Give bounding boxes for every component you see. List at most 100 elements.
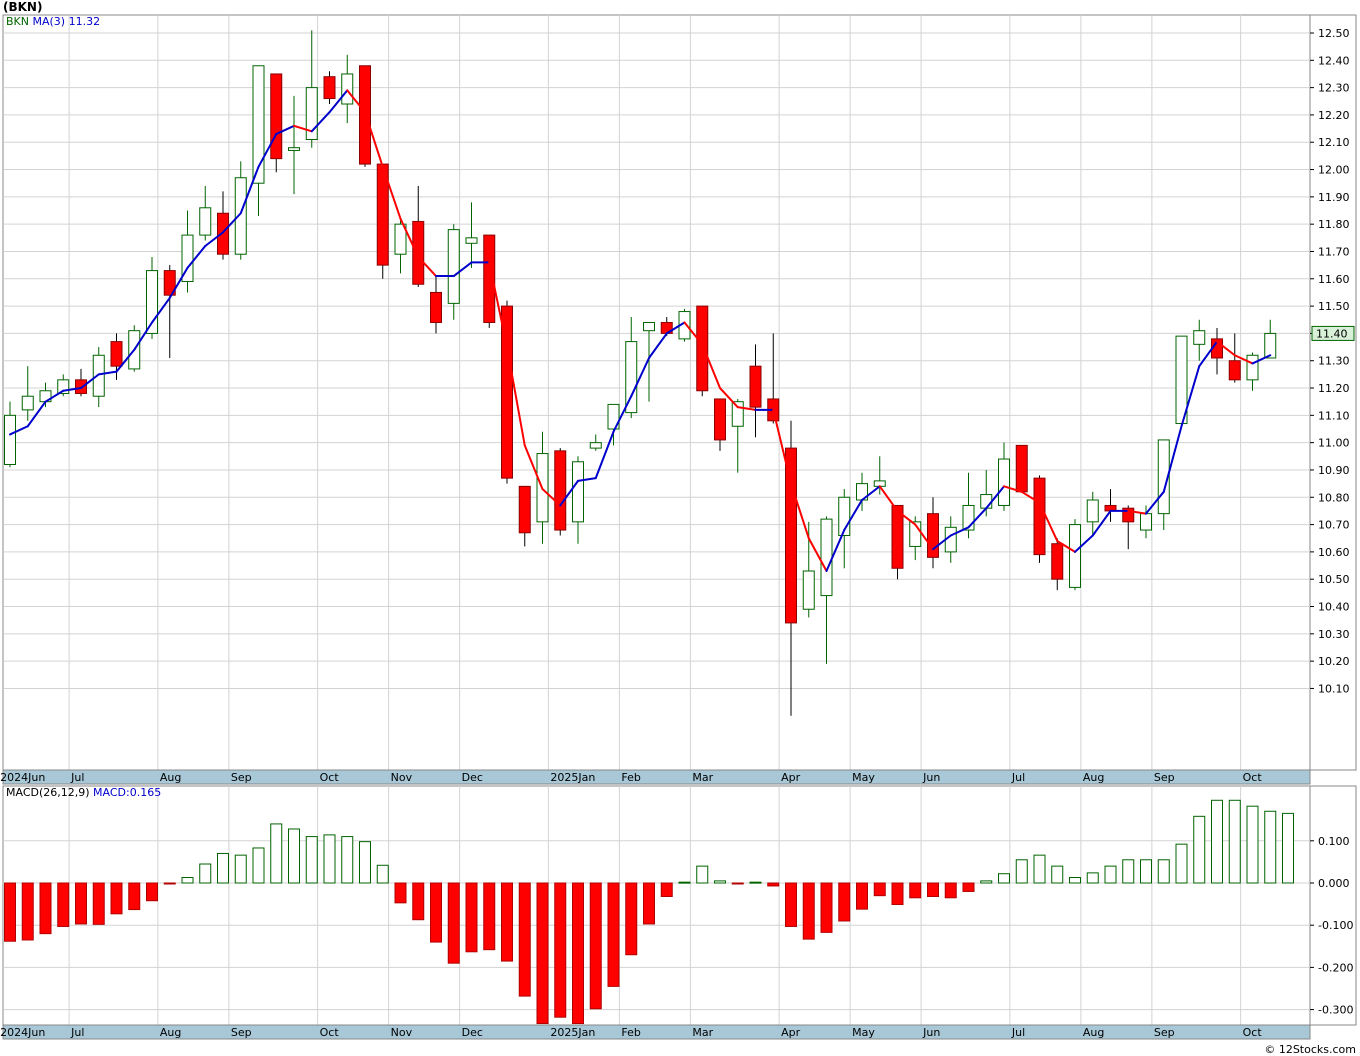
macd-bar (1015, 859, 1028, 884)
candle-body (785, 447, 797, 624)
price-x-label: May (852, 771, 875, 784)
price-tick-label: 10.30 (1318, 628, 1350, 641)
ma-line-segment (914, 523, 934, 551)
macd-bar (92, 882, 105, 925)
ma-line-segment (168, 266, 189, 299)
macd-bar (856, 882, 868, 910)
candle-body (483, 234, 496, 323)
candle-body (305, 87, 318, 141)
price-tick-label: 12.40 (1318, 54, 1350, 67)
ma-line-segment (151, 296, 171, 324)
ma-line-segment (825, 529, 846, 573)
candle-body (962, 504, 975, 531)
candle-body (199, 207, 212, 236)
macd-bar (660, 882, 673, 898)
candle-body (625, 341, 638, 414)
candle-body (146, 270, 158, 334)
ma-line-segment (878, 485, 899, 512)
candle-body (234, 177, 247, 255)
ma-line-segment (115, 348, 136, 373)
macd-bar (749, 881, 762, 884)
ma-line-segment (239, 165, 260, 215)
macd-legend-name: MACD(26,12,9) (6, 786, 93, 799)
price-tick-label: 11.20 (1318, 382, 1350, 395)
candle-body (110, 341, 123, 367)
watermark: © 12Stocks.com (1264, 1043, 1356, 1056)
macd-bar (1033, 854, 1046, 884)
ma-line-segment (417, 255, 437, 278)
legend-ticker: BKN (6, 15, 33, 28)
candle-body (1086, 499, 1099, 523)
macd-bar (536, 882, 549, 1025)
candle-body (430, 291, 442, 323)
candle-body (998, 458, 1010, 506)
price-tick-label: 10.20 (1318, 655, 1350, 668)
candle-body (1015, 444, 1028, 493)
candle-body (554, 450, 567, 531)
macd-bar (927, 882, 939, 898)
price-tick-label: 10.90 (1318, 464, 1350, 477)
ma-line-segment (648, 332, 668, 359)
macd-bar (465, 882, 478, 953)
candle-body (980, 494, 993, 509)
macd-bar (483, 882, 496, 951)
candle-body (163, 270, 176, 296)
candle-body (447, 229, 460, 304)
macd-bar (891, 882, 904, 906)
macd-bar (607, 882, 620, 987)
price-tick-label: 11.00 (1318, 437, 1350, 450)
candle-body (1051, 543, 1064, 580)
ma-line-segment (807, 537, 828, 573)
candle-body (21, 395, 34, 411)
macd-bar (554, 882, 567, 1018)
candle-body (341, 73, 354, 105)
macd-bar (1051, 865, 1064, 884)
macd-bar (909, 882, 922, 899)
ma-line-segment (9, 425, 29, 436)
candle-body (1264, 332, 1277, 359)
macd-bar (998, 873, 1010, 884)
ma-line-segment (97, 370, 118, 376)
candle-body (465, 237, 478, 244)
candle-body (501, 305, 513, 479)
ma-line-segment (1020, 490, 1041, 504)
macd-bar (696, 865, 709, 884)
macd-bar (980, 880, 993, 884)
macd-bar (1228, 799, 1241, 884)
macd-bar (625, 882, 638, 956)
macd-bar (163, 882, 176, 885)
candle-body (589, 442, 602, 449)
macd-bar (394, 882, 407, 904)
ma-line-segment (293, 124, 313, 133)
ma-line-segment (186, 245, 207, 269)
macd-x-label: Nov (391, 1026, 413, 1039)
macd-tick-label: 0.000 (1318, 877, 1350, 890)
ma-line-segment (1074, 534, 1094, 553)
candle-body (1033, 477, 1046, 556)
price-tick-label: 10.40 (1318, 601, 1350, 614)
price-tick-label: 10.70 (1318, 519, 1350, 532)
macd-bar (447, 882, 460, 964)
macd-bar (731, 882, 744, 885)
ma-line-segment (861, 485, 881, 502)
price-x-label: Aug (1083, 771, 1104, 784)
macd-tick-label: -0.200 (1318, 961, 1353, 974)
macd-bar (1086, 872, 1099, 884)
candle-body (1122, 507, 1135, 523)
ma-line-segment (736, 406, 757, 411)
macd-panel (2, 785, 1311, 1026)
price-legend: BKN MA(3) 11.32 (6, 15, 100, 28)
candle-body (607, 403, 620, 430)
chart-title: (BKN) (3, 0, 43, 14)
candle-body (838, 496, 851, 537)
candle-body (4, 414, 16, 465)
macd-bar (75, 882, 87, 925)
price-x-label: Jun (922, 771, 940, 784)
price-x-label: Jul (70, 771, 84, 784)
ma-line-segment (1056, 539, 1076, 553)
macd-bar (359, 841, 371, 884)
ma-line-segment (399, 217, 420, 258)
macd-bar (412, 882, 425, 921)
candle-body (572, 461, 584, 523)
macd-bar (873, 882, 886, 897)
